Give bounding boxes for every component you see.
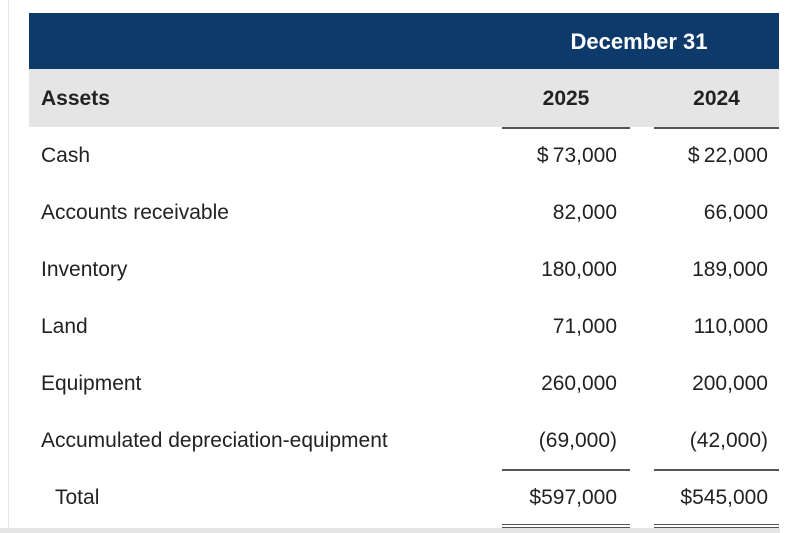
table-row: Accumulated depreciation-equipment (69,0… <box>29 412 779 469</box>
header-underline-2024 <box>654 127 779 129</box>
value-2024: 66,000 <box>703 201 768 224</box>
row-label: Inventory <box>41 258 128 281</box>
row-label: Accumulated depreciation-equipment <box>41 429 388 452</box>
value-2024: $ 22,000 <box>687 144 768 167</box>
double-rule-top-2024 <box>654 524 779 525</box>
table-footer-band <box>0 528 780 533</box>
double-rule-bottom-2024 <box>654 527 779 528</box>
year-2025-header: 2025 <box>542 87 590 110</box>
header-underline-2025 <box>502 127 630 129</box>
value-2024: 189,000 <box>692 258 768 281</box>
value-2025: 260,000 <box>541 372 617 395</box>
value-2025: $ 73,000 <box>536 144 617 167</box>
value-2025: 71,000 <box>552 315 617 338</box>
column-header-row: Assets 2025 2024 <box>29 69 779 127</box>
page-left-border <box>8 0 9 533</box>
total-2024: $545,000 <box>680 486 768 509</box>
assets-column-header: Assets <box>41 87 110 110</box>
row-label: Cash <box>41 144 91 167</box>
total-2025: $597,000 <box>529 486 617 509</box>
table-row: Equipment 260,000 200,000 <box>29 355 779 412</box>
double-rule-top-2025 <box>502 524 630 525</box>
period-header-band: December 31 <box>29 13 779 69</box>
table-row: Cash $ 73,000 $ 22,000 <box>29 127 779 184</box>
value-2025: 82,000 <box>552 201 617 224</box>
row-label: Land <box>41 315 88 338</box>
row-label: Accounts receivable <box>41 201 229 224</box>
double-rule-bottom-2025 <box>502 527 630 528</box>
subtotal-rule-2025 <box>502 469 630 471</box>
subtotal-rule-2024 <box>654 469 779 471</box>
total-label: Total <box>55 486 100 509</box>
year-2024-header: 2024 <box>693 87 740 110</box>
value-2024: 200,000 <box>692 372 768 395</box>
period-title: December 31 <box>570 29 708 54</box>
total-row: Total $597,000 $545,000 <box>29 469 779 526</box>
table-row: Inventory 180,000 189,000 <box>29 241 779 298</box>
table-row: Accounts receivable 82,000 66,000 <box>29 184 779 241</box>
balance-sheet-table: December 31 Assets 2025 2024 Cash $ 73,0… <box>29 13 779 528</box>
value-2025: 180,000 <box>541 258 617 281</box>
row-label: Equipment <box>41 372 142 395</box>
value-2025: (69,000) <box>538 429 617 452</box>
value-2024: (42,000) <box>689 429 768 452</box>
table-row: Land 71,000 110,000 <box>29 298 779 355</box>
value-2024: 110,000 <box>693 315 768 338</box>
